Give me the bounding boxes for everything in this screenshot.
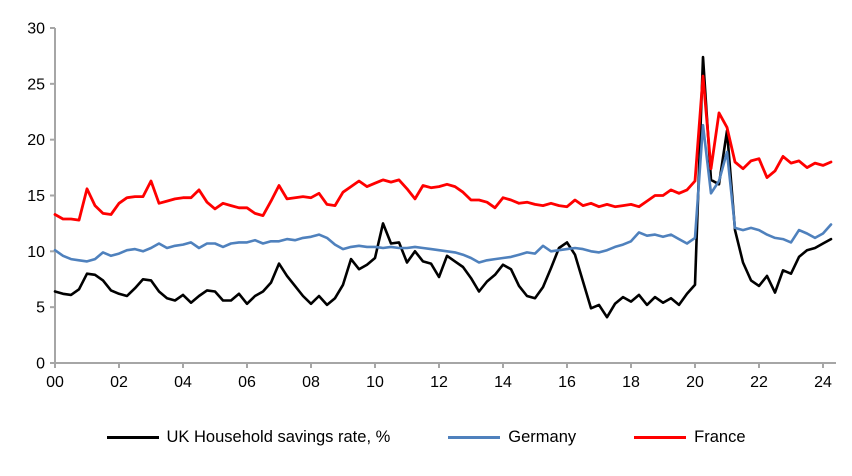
y-tick-label: 20 — [27, 132, 45, 149]
x-tick-label: 14 — [494, 374, 512, 391]
series-line-france — [53, 74, 833, 222]
x-tick-label: 22 — [750, 374, 768, 391]
x-tick-label: 08 — [302, 374, 320, 391]
uk-line-swatch — [106, 436, 159, 439]
france-line-swatch — [634, 436, 687, 439]
x-tick-label: 02 — [110, 374, 128, 391]
y-tick-label: 5 — [36, 300, 45, 317]
france-legend-label: France — [694, 428, 746, 446]
y-tick-label: 25 — [27, 76, 45, 93]
series-line-germany — [53, 123, 833, 264]
plot-area: 0 5 10 15 20 25 30 00 02 04 06 08 10 12 14 16 18 20 22 24 — [27, 21, 836, 391]
chart-legend: UK Household savings rate, % Germany Fra… — [0, 428, 852, 447]
legend-item-france: France — [634, 428, 746, 447]
x-tick-label: 10 — [366, 374, 384, 391]
legend-item-germany: Germany — [448, 428, 576, 447]
x-tick-label: 06 — [238, 374, 256, 391]
y-tick-label: 15 — [27, 188, 45, 205]
x-tick-label: 04 — [174, 374, 192, 391]
y-tick-label: 30 — [27, 21, 45, 38]
x-tick-label: 16 — [558, 374, 576, 391]
legend-item-uk: UK Household savings rate, % — [106, 428, 391, 447]
x-tick-label: 18 — [622, 374, 640, 391]
x-tick-label: 20 — [686, 374, 704, 391]
x-tick-label: 00 — [46, 374, 64, 391]
y-tick-label: 0 — [36, 356, 45, 373]
germany-line-swatch — [448, 436, 501, 439]
x-tick-label: 12 — [430, 374, 448, 391]
germany-legend-label: Germany — [508, 428, 577, 446]
x-tick-label: 24 — [814, 374, 832, 391]
y-tick-label: 10 — [27, 244, 45, 261]
uk-legend-label: UK Household savings rate, % — [166, 428, 391, 446]
